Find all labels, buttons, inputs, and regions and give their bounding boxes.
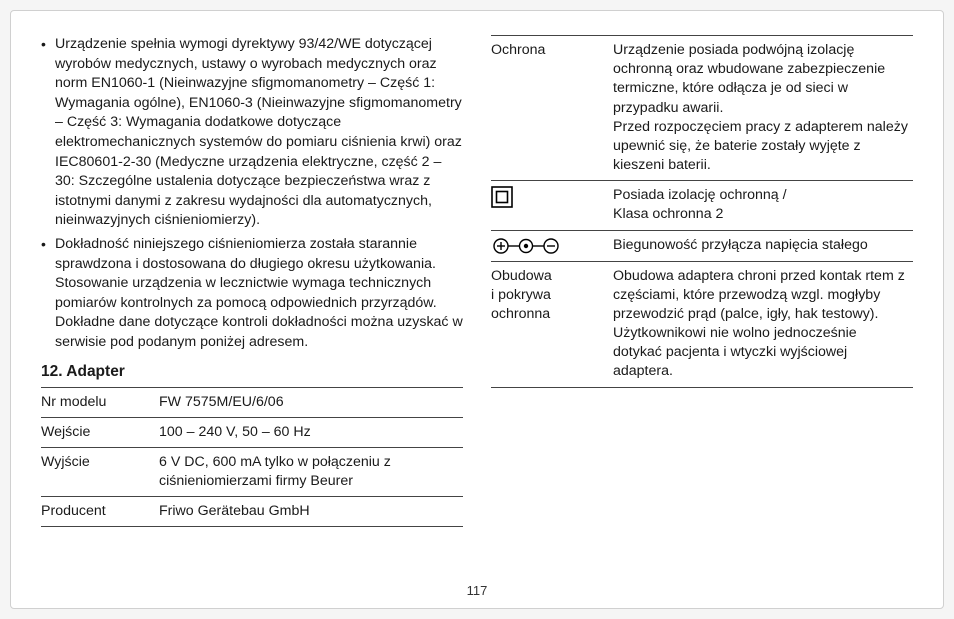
spec-value: FW 7575M/EU/6/06: [159, 387, 463, 417]
spec-label: Ochrona: [491, 36, 613, 181]
protection-spec-table: Ochrona Urządzenie posiada podwójną izol…: [491, 35, 913, 388]
table-row: Ochrona Urządzenie posiada podwójną izol…: [491, 36, 913, 181]
spec-value: Obudowa adaptera chroni przed kontak rte…: [613, 261, 913, 387]
table-row: Posiada izolację ochronną /Klasa ochronn…: [491, 181, 913, 230]
left-column: Urządzenie spełnia wymogi dyrektywy 93/4…: [41, 35, 463, 577]
spec-label: Producent: [41, 497, 159, 527]
spec-value: Friwo Gerätebau GmbH: [159, 497, 463, 527]
table-row: Wyjście 6 V DC, 600 mA tylko w połączeni…: [41, 447, 463, 496]
document-page: Urządzenie spełnia wymogi dyrektywy 93/4…: [10, 10, 944, 609]
bullet-list: Urządzenie spełnia wymogi dyrektywy 93/4…: [41, 35, 463, 353]
spec-value: 6 V DC, 600 mA tylko w połączeniu z ciśn…: [159, 447, 463, 496]
double-insulation-icon: [491, 181, 613, 230]
spec-value: Posiada izolację ochronną /Klasa ochronn…: [613, 181, 913, 230]
two-column-layout: Urządzenie spełnia wymogi dyrektywy 93/4…: [41, 35, 913, 577]
page-number: 117: [41, 583, 913, 598]
table-row: Obudowa i pokrywa ochronna Obudowa adapt…: [491, 261, 913, 387]
adapter-spec-table: Nr modelu FW 7575M/EU/6/06 Wejście 100 –…: [41, 387, 463, 528]
dc-polarity-icon: [491, 230, 613, 261]
section-heading: 12. Adapter: [41, 363, 463, 381]
spec-label: Wyjście: [41, 447, 159, 496]
spec-value: 100 – 240 V, 50 – 60 Hz: [159, 417, 463, 447]
table-row: Nr modelu FW 7575M/EU/6/06: [41, 387, 463, 417]
spec-label: Nr modelu: [41, 387, 159, 417]
table-row: Wejście 100 – 240 V, 50 – 60 Hz: [41, 417, 463, 447]
spec-label: Wejście: [41, 417, 159, 447]
right-column: Ochrona Urządzenie posiada podwójną izol…: [491, 35, 913, 577]
bullet-item: Urządzenie spełnia wymogi dyrektywy 93/4…: [41, 35, 463, 231]
table-row: Producent Friwo Gerätebau GmbH: [41, 497, 463, 527]
spec-value: Urządzenie posiada podwójną izolację och…: [613, 36, 913, 181]
spec-value: Biegunowość przyłącza napięcia stałego: [613, 230, 913, 261]
bullet-item: Dokładność niniejszego ciśnieniomierza z…: [41, 235, 463, 353]
spec-label: Obudowa i pokrywa ochronna: [491, 261, 613, 387]
table-row: Biegunowość przyłącza napięcia stałego: [491, 230, 913, 261]
